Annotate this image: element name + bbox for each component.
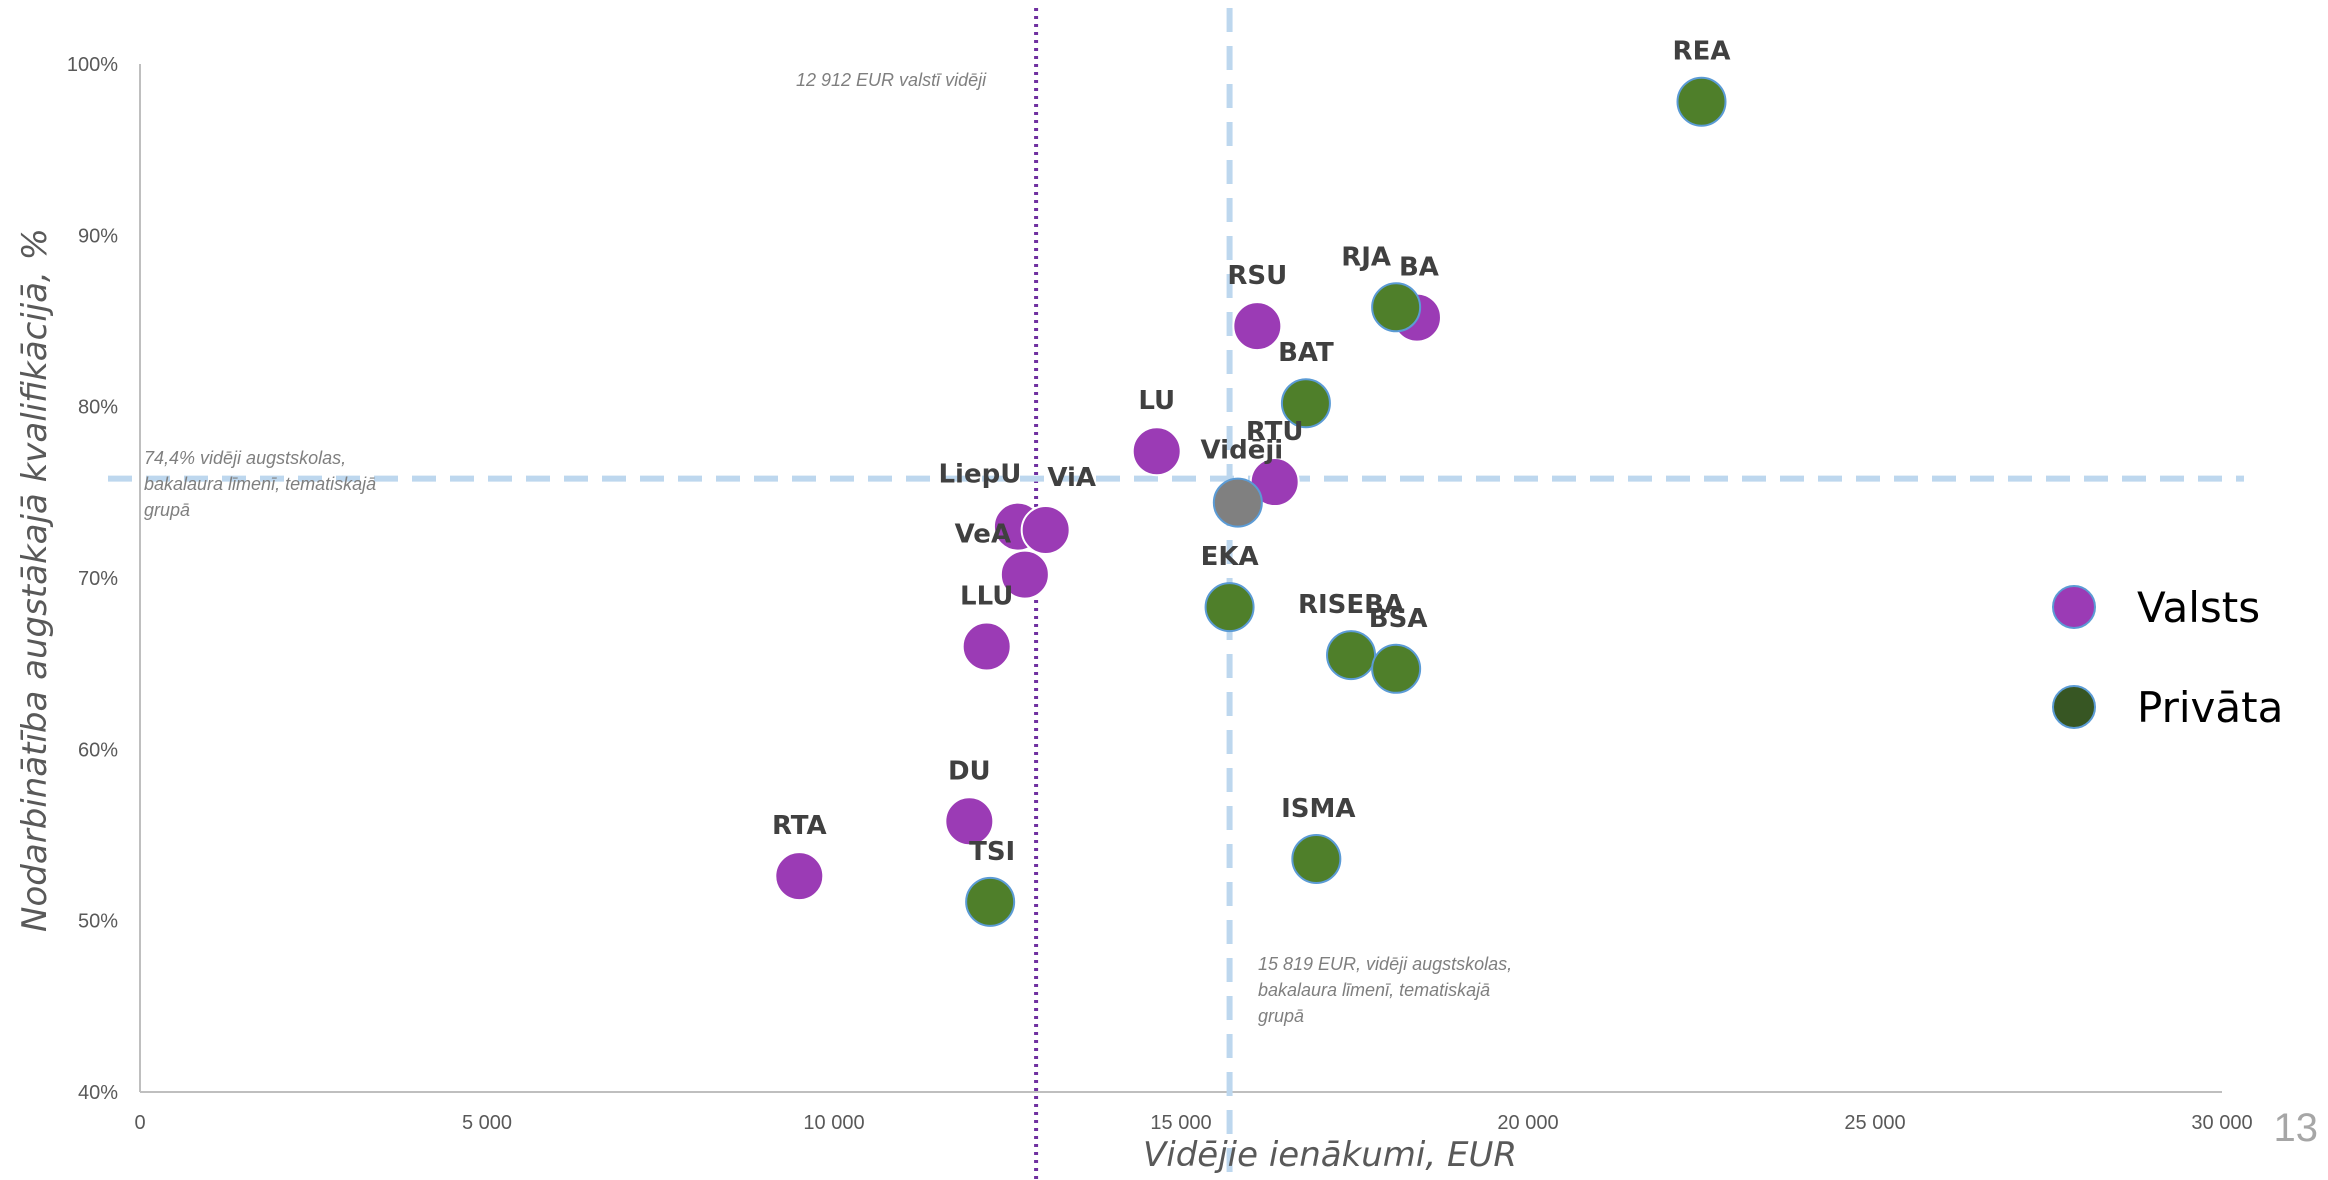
y-axis-title: Nodarbinātība augstākajā kvalifikācijā, … [15, 228, 55, 932]
reference-note: bakalaura līmenī, tematiskajā [1258, 980, 1490, 1000]
point-label: VeA [955, 520, 1011, 550]
y-tick-label: 60% [78, 739, 118, 761]
point-label: RTU [1246, 417, 1304, 447]
x-tick-label: 10 000 [803, 1112, 864, 1134]
scatter-point [1020, 505, 1071, 556]
y-tick-label: 70% [78, 568, 118, 590]
data-points [774, 76, 1727, 927]
x-tick-label: 0 [134, 1112, 145, 1134]
scatter-point [774, 851, 825, 902]
reference-note: grupā [1258, 1006, 1304, 1026]
average-point [1212, 477, 1263, 528]
scatter-point [1131, 426, 1182, 477]
reference-note: 74,4% vidēji augstskolas, [144, 448, 346, 468]
point-label: RTA [772, 811, 827, 841]
legend: Valsts Privāta [2052, 583, 2283, 732]
scatter-point [1291, 833, 1342, 884]
point-label: TSI [969, 837, 1015, 867]
legend-label-valsts: Valsts [2137, 583, 2260, 632]
scatter-point [965, 876, 1016, 927]
reference-note: bakalaura līmenī, tematiskajā [144, 474, 376, 494]
x-tick-label: 25 000 [1844, 1112, 1905, 1134]
reference-note: grupā [144, 500, 190, 520]
x-tick-label: 5 000 [462, 1112, 512, 1134]
scatter-point [1371, 643, 1422, 694]
point-label: RISEBA [1298, 590, 1404, 620]
scatter-point [961, 621, 1012, 672]
scatter-point [1676, 76, 1727, 127]
reference-note: 12 912 EUR valstī vidēji [796, 70, 987, 90]
legend-label-privata: Privāta [2137, 683, 2283, 732]
point-labels: RTA DU LLU VeA LiepU ViA LU RTU RSU BA TSI EKA BAT RJ… [772, 37, 1731, 867]
point-label: EKA [1201, 542, 1259, 572]
point-label: RSU [1227, 261, 1287, 291]
scatter-point [1204, 582, 1255, 633]
x-tick-labels: 0 5 000 10 000 15 000 20 000 25 000 30 000 [134, 1112, 2252, 1134]
y-tick-label: 90% [78, 225, 118, 247]
scatter-point [944, 796, 995, 847]
point-label: BAT [1278, 338, 1334, 368]
point-label-average: Vidēji [1201, 436, 1284, 466]
x-tick-label: 20 000 [1497, 1112, 1558, 1134]
y-tick-label: 50% [78, 911, 118, 933]
reference-lines [108, 8, 2244, 1180]
reference-note: 15 819 EUR, vidēji augstskolas, [1258, 954, 1512, 974]
y-tick-label: 80% [78, 397, 118, 419]
scatter-point [1326, 630, 1377, 681]
y-tick-label: 100% [67, 54, 118, 76]
point-label: BSA [1369, 604, 1428, 634]
point-label: LU [1138, 386, 1175, 416]
page-number: 13 [2274, 1106, 2319, 1150]
legend-marker-privata [2052, 685, 2096, 729]
legend-marker-valsts [2052, 585, 2096, 629]
scatter-point [1280, 378, 1331, 429]
point-label: LLU [960, 582, 1013, 612]
x-axis-title: Vidējie ienākumi, EUR [1143, 1135, 1517, 1175]
x-tick-label: 30 000 [2191, 1112, 2252, 1134]
y-tick-labels: 40% 50% 60% 70% 80% 90% 100% [67, 54, 118, 1104]
point-label: REA [1673, 37, 1731, 67]
scatter-point [1232, 301, 1283, 352]
point-label: RJA [1341, 242, 1391, 272]
point-label: ISMA [1281, 794, 1355, 824]
x-tick-label: 15 000 [1150, 1112, 1211, 1134]
point-label: DU [948, 756, 991, 786]
reference-notes: 12 912 EUR valstī vidēji 15 819 EUR, vidē… [144, 70, 1512, 1026]
point-label: ViA [1047, 463, 1096, 493]
point-label: BA [1399, 253, 1439, 283]
scatter-point [1371, 282, 1422, 333]
point-label: LiepU [938, 460, 1021, 490]
y-tick-label: 40% [78, 1082, 118, 1104]
